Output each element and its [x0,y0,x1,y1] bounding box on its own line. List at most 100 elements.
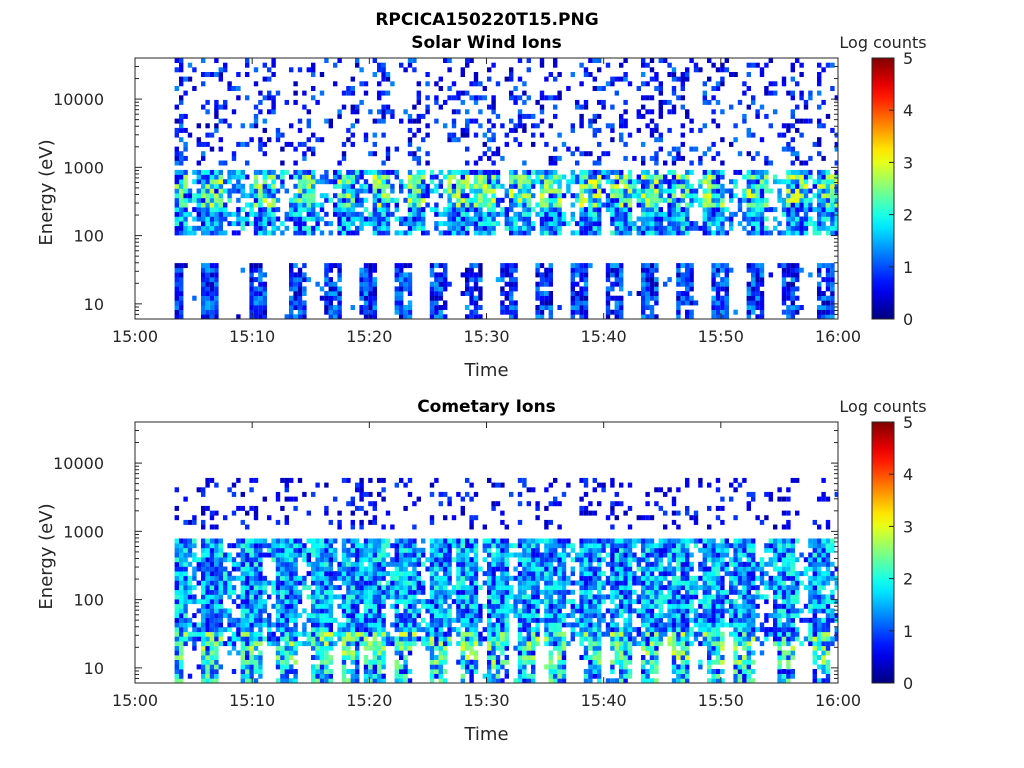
spectrogram-cell [588,216,593,222]
spectrogram-cell [689,202,694,208]
spectrogram-cell [487,207,492,213]
spectrogram-cell [517,109,523,115]
spectrogram-cell [645,221,650,227]
spectrogram-cell [315,543,320,549]
spectrogram-cell [456,627,461,633]
spectrogram-cell [614,300,619,306]
spectrogram-cell [619,281,624,287]
spectrogram-cell [363,197,369,203]
spectrogram-cell [319,561,325,567]
spectrogram-cell [333,211,338,217]
spectrogram-cell [179,622,184,628]
spectrogram-cell [297,272,303,278]
spectrogram-cell [205,211,210,217]
spectrogram-cell [544,211,549,217]
spectrogram-cell [205,216,210,222]
spectrogram-cell [407,202,413,208]
spectrogram-cell [258,664,263,670]
spectrogram-cell [610,104,615,110]
spectrogram-cell [341,552,347,558]
spectrogram-cell [328,585,333,591]
spectrogram-cell [698,183,703,189]
spectrogram-cell [214,286,219,292]
spectrogram-cell [337,603,342,609]
spectrogram-cell [746,263,751,269]
spectrogram-cell [416,81,421,87]
spectrogram-cell [394,309,399,315]
spectrogram-cell [755,151,760,157]
spectrogram-cell [403,678,408,683]
spectrogram-cell [377,655,382,660]
spectrogram-cell [456,225,461,231]
spectrogram-cell [795,230,800,236]
spectrogram-cell [179,188,184,194]
spectrogram-cell [473,174,479,180]
spectrogram-cell [262,179,267,185]
spectrogram-cell [473,183,479,189]
spectrogram-cell [473,314,479,319]
spectrogram-cell [258,617,263,623]
spectrogram-cell [209,580,215,586]
spectrogram-cell [333,291,338,296]
spectrogram-cell [174,197,179,203]
spectrogram-cell [632,183,637,189]
spectrogram-cell [438,631,443,637]
spectrogram-cell [236,477,241,483]
spectrogram-cell [799,62,804,68]
spectrogram-cell [698,67,703,73]
spectrogram-cell [627,174,633,180]
spectrogram-cell [192,636,197,642]
spectrogram-cell [610,81,615,87]
spectrogram-cell [240,193,245,199]
spectrogram-cell [306,146,311,152]
spectrogram-cell [174,291,179,296]
spectrogram-cell [267,580,272,586]
spectrogram-cell [306,123,311,129]
spectrogram-cell [434,291,439,296]
spectrogram-cell [447,95,452,101]
spectrogram-cell [214,179,219,185]
spectrogram-cell [253,309,259,315]
spectrogram-cell [491,62,496,68]
spectrogram-cell [311,613,316,619]
spectrogram-cell [249,617,254,623]
spectrogram-cell [240,585,245,591]
spectrogram-cell [531,141,536,147]
spectrogram-cell [645,225,650,231]
spectrogram-cell [671,230,677,236]
spectrogram-cell [179,113,184,119]
spectrogram-cell [214,594,219,600]
spectrogram-cell [830,230,835,236]
spectrogram-cell [786,305,791,310]
spectrogram-cell [821,221,826,227]
spectrogram-cell [619,309,624,315]
spectrogram-cell [759,202,765,208]
spectrogram-cell [412,188,417,194]
spectrogram-cell [751,62,756,68]
spectrogram-cell [262,575,267,581]
spectrogram-cell [293,207,298,213]
spectrogram-cell [429,655,435,660]
spectrogram-cell [443,305,448,310]
spectrogram-cell [495,151,501,157]
spectrogram-cell [385,510,391,516]
spectrogram-cell [790,207,795,213]
spectrogram-cell [412,557,417,563]
spectrogram-cell [271,174,276,180]
spectrogram-cell [517,174,523,180]
spectrogram-cell [465,669,470,674]
spectrogram-cell [385,216,391,222]
spectrogram-cell [443,557,448,563]
spectrogram-cell [469,207,474,213]
spectrogram-cell [302,230,307,236]
spectrogram-cell [394,571,399,577]
spectrogram-cell [346,678,351,683]
spectrogram-cell [231,109,237,115]
spectrogram-cell [425,72,430,77]
spectrogram-cell [676,314,681,319]
spectrogram-cell [275,580,281,586]
spectrogram-cell [460,510,465,516]
spectrogram-cell [605,305,611,310]
spectrogram-cell [350,571,355,577]
spectrogram-cell [236,552,241,558]
